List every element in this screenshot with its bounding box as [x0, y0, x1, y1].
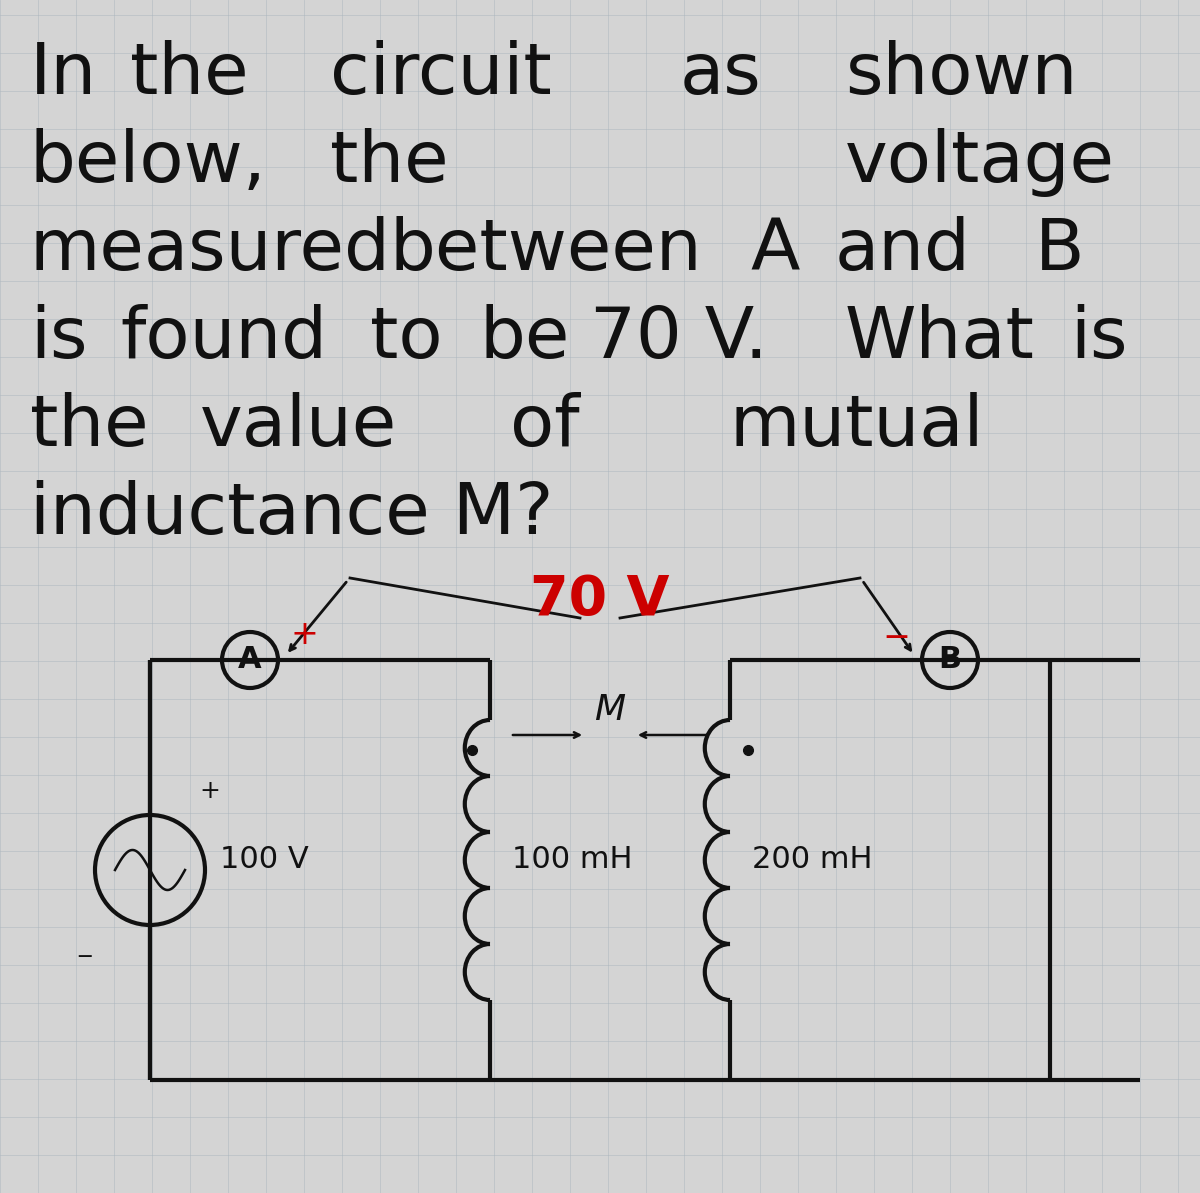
Text: 100 V: 100 V — [220, 846, 308, 874]
Text: of: of — [510, 392, 580, 460]
Text: between: between — [390, 216, 703, 285]
Text: be: be — [480, 304, 570, 373]
Text: M: M — [594, 693, 625, 727]
Text: In: In — [30, 41, 97, 109]
Text: What: What — [845, 304, 1034, 373]
Text: the: the — [30, 392, 149, 460]
Text: 100 mH: 100 mH — [512, 846, 632, 874]
Text: +: + — [199, 779, 221, 803]
Text: found: found — [120, 304, 326, 373]
Text: A: A — [750, 216, 799, 285]
Text: the: the — [330, 128, 449, 197]
Text: circuit: circuit — [330, 41, 552, 109]
Text: and: and — [835, 216, 971, 285]
Text: 70 V: 70 V — [530, 573, 670, 628]
Text: ─: ─ — [887, 622, 907, 655]
Text: measured: measured — [30, 216, 391, 285]
Text: 70 V.: 70 V. — [590, 304, 768, 373]
Text: voltage: voltage — [845, 128, 1115, 197]
Text: the: the — [130, 41, 248, 109]
Text: is: is — [30, 304, 88, 373]
Text: below,: below, — [30, 128, 266, 197]
Text: value: value — [200, 392, 397, 460]
Text: is: is — [1070, 304, 1128, 373]
Text: _: _ — [79, 933, 91, 957]
Text: +: + — [290, 618, 318, 651]
Text: as: as — [680, 41, 762, 109]
Text: A: A — [238, 645, 262, 674]
Text: B: B — [1034, 216, 1085, 285]
Text: mutual: mutual — [730, 392, 984, 460]
Text: to: to — [370, 304, 443, 373]
Text: 200 mH: 200 mH — [752, 846, 872, 874]
Text: inductance M?: inductance M? — [30, 480, 553, 549]
Text: shown: shown — [845, 41, 1078, 109]
Text: B: B — [938, 645, 961, 674]
